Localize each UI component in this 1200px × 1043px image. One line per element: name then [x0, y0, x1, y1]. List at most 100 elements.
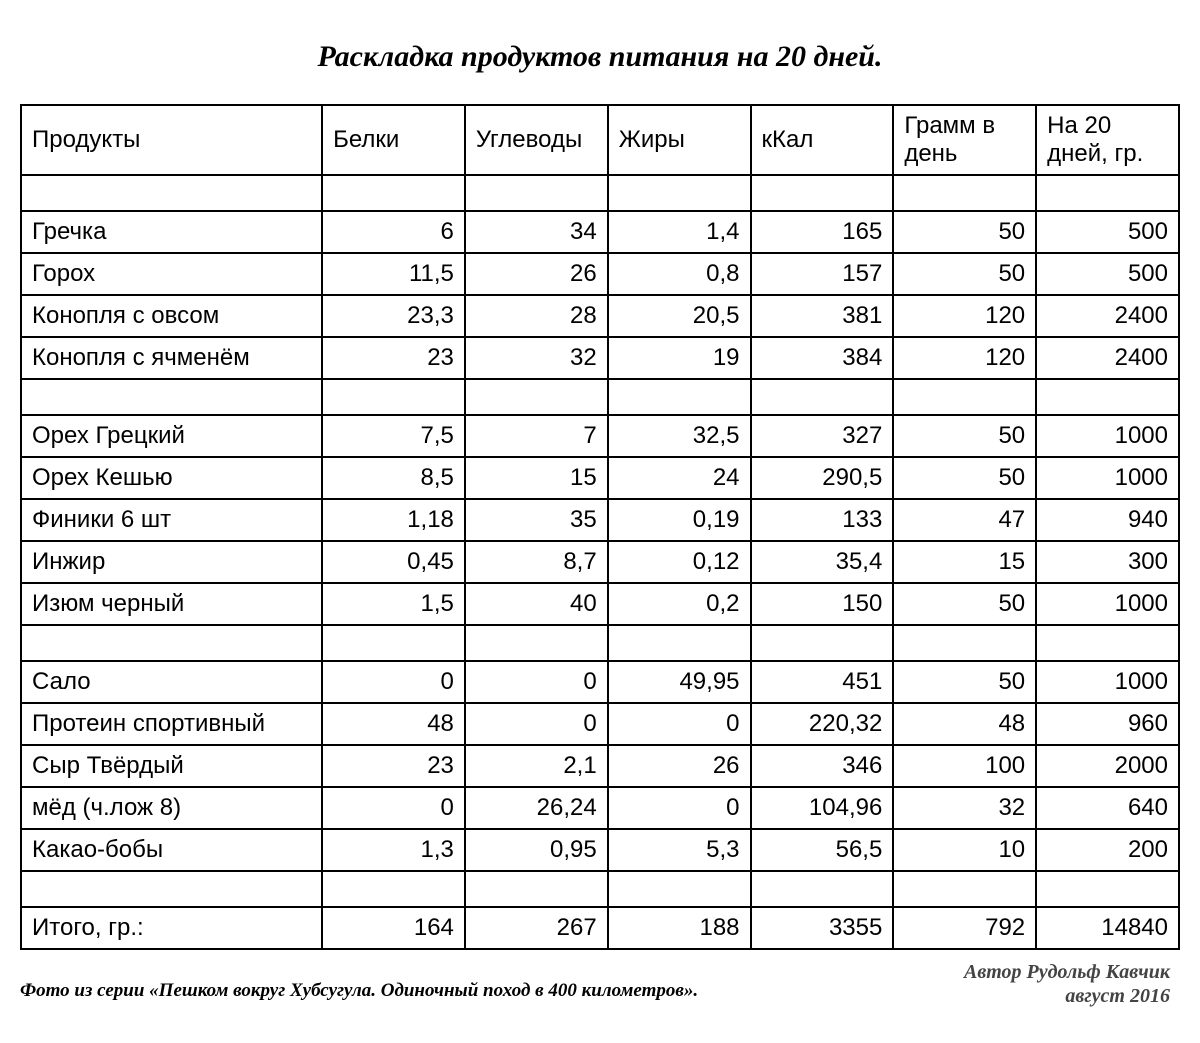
- cell-product-name: Изюм черный: [21, 583, 322, 625]
- empty-cell: [1036, 379, 1179, 415]
- cell-value: 0: [465, 703, 608, 745]
- col-header-fat: Жиры: [608, 105, 751, 175]
- cell-value: 40: [465, 583, 608, 625]
- empty-cell: [322, 625, 465, 661]
- cell-value: 23: [322, 337, 465, 379]
- table-row: [21, 871, 1179, 907]
- cell-product-name: Конопля с ячменём: [21, 337, 322, 379]
- cell-product-name: Конопля с овсом: [21, 295, 322, 337]
- cell-value: 20,5: [608, 295, 751, 337]
- cell-value: 133: [751, 499, 894, 541]
- col-header-protein: Белки: [322, 105, 465, 175]
- cell-value: 6: [322, 211, 465, 253]
- cell-value: 56,5: [751, 829, 894, 871]
- cell-value: 300: [1036, 541, 1179, 583]
- cell-value: 50: [893, 211, 1036, 253]
- table-row: [21, 175, 1179, 211]
- cell-product-name: Итого, гр.:: [21, 907, 322, 949]
- table-row: Финики 6 шт1,18350,1913347940: [21, 499, 1179, 541]
- cell-value: 165: [751, 211, 894, 253]
- cell-value: 2400: [1036, 295, 1179, 337]
- cell-value: 23,3: [322, 295, 465, 337]
- table-row: Сыр Твёрдый232,1263461002000: [21, 745, 1179, 787]
- cell-value: 2,1: [465, 745, 608, 787]
- cell-value: 267: [465, 907, 608, 949]
- cell-value: 0: [608, 787, 751, 829]
- cell-value: 381: [751, 295, 894, 337]
- cell-value: 104,96: [751, 787, 894, 829]
- empty-cell: [465, 379, 608, 415]
- cell-value: 48: [322, 703, 465, 745]
- cell-value: 8,7: [465, 541, 608, 583]
- cell-value: 24: [608, 457, 751, 499]
- cell-value: 120: [893, 295, 1036, 337]
- cell-value: 960: [1036, 703, 1179, 745]
- cell-value: 157: [751, 253, 894, 295]
- cell-value: 1000: [1036, 415, 1179, 457]
- empty-cell: [893, 625, 1036, 661]
- cell-value: 2400: [1036, 337, 1179, 379]
- cell-value: 188: [608, 907, 751, 949]
- empty-cell: [465, 175, 608, 211]
- cell-value: 792: [893, 907, 1036, 949]
- cell-value: 640: [1036, 787, 1179, 829]
- cell-value: 50: [893, 583, 1036, 625]
- empty-cell: [893, 379, 1036, 415]
- cell-value: 346: [751, 745, 894, 787]
- cell-value: 7: [465, 415, 608, 457]
- cell-value: 100: [893, 745, 1036, 787]
- table-row: мёд (ч.лож 8)026,240104,9632640: [21, 787, 1179, 829]
- cell-value: 0,12: [608, 541, 751, 583]
- empty-cell: [322, 871, 465, 907]
- table-row: Орех Грецкий7,5732,5327501000: [21, 415, 1179, 457]
- page-title: Раскладка продуктов питания на 20 дней.: [20, 40, 1180, 74]
- cell-value: 50: [893, 253, 1036, 295]
- cell-product-name: Сыр Твёрдый: [21, 745, 322, 787]
- cell-value: 32: [465, 337, 608, 379]
- empty-cell: [1036, 175, 1179, 211]
- table-row: Сало0049,95451501000: [21, 661, 1179, 703]
- cell-value: 1,4: [608, 211, 751, 253]
- col-header-grams-day: Грамм в день: [893, 105, 1036, 175]
- cell-product-name: Финики 6 шт: [21, 499, 322, 541]
- cell-value: 120: [893, 337, 1036, 379]
- empty-cell: [1036, 871, 1179, 907]
- table-row: Конопля с ячменём2332193841202400: [21, 337, 1179, 379]
- nutrition-table: Продукты Белки Углеводы Жиры кКал Грамм …: [20, 104, 1180, 950]
- cell-value: 32: [893, 787, 1036, 829]
- table-row: Гречка6341,416550500: [21, 211, 1179, 253]
- cell-value: 3355: [751, 907, 894, 949]
- empty-cell: [322, 175, 465, 211]
- empty-cell: [751, 871, 894, 907]
- cell-value: 1000: [1036, 457, 1179, 499]
- empty-cell: [751, 379, 894, 415]
- cell-value: 35: [465, 499, 608, 541]
- cell-value: 50: [893, 661, 1036, 703]
- cell-value: 0,45: [322, 541, 465, 583]
- col-header-carbs: Углеводы: [465, 105, 608, 175]
- cell-value: 0,8: [608, 253, 751, 295]
- cell-value: 35,4: [751, 541, 894, 583]
- cell-product-name: Горох: [21, 253, 322, 295]
- cell-value: 32,5: [608, 415, 751, 457]
- table-row: Итого, гр.:164267188335579214840: [21, 907, 1179, 949]
- empty-cell: [21, 379, 322, 415]
- cell-value: 0: [322, 787, 465, 829]
- empty-cell: [21, 625, 322, 661]
- cell-value: 0,95: [465, 829, 608, 871]
- cell-value: 10: [893, 829, 1036, 871]
- empty-cell: [608, 175, 751, 211]
- cell-value: 1000: [1036, 583, 1179, 625]
- cell-value: 47: [893, 499, 1036, 541]
- empty-cell: [21, 871, 322, 907]
- cell-product-name: Орех Кешью: [21, 457, 322, 499]
- cell-value: 290,5: [751, 457, 894, 499]
- credits-date: август 2016: [964, 984, 1170, 1008]
- cell-product-name: Сало: [21, 661, 322, 703]
- table-row: [21, 379, 1179, 415]
- col-header-kcal: кКал: [751, 105, 894, 175]
- cell-product-name: Инжир: [21, 541, 322, 583]
- cell-value: 11,5: [322, 253, 465, 295]
- empty-cell: [751, 175, 894, 211]
- empty-cell: [322, 379, 465, 415]
